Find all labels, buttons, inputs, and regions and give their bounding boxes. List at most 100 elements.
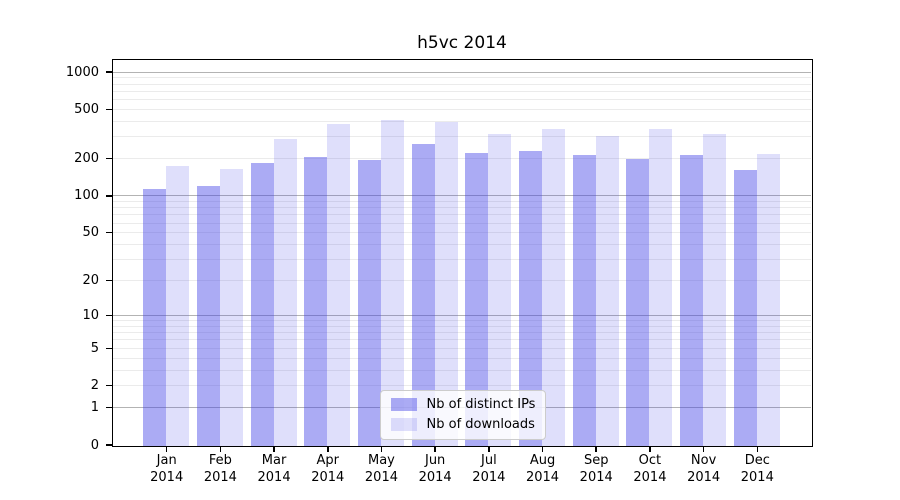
gridline-minor-60: [112, 222, 811, 224]
x-tick-label-sep: Sep 2014: [560, 453, 632, 486]
bar-downloads-mar: [273, 139, 297, 446]
gridline-minor-4: [112, 357, 811, 359]
gridline-minor-6: [112, 339, 811, 341]
gridline-minor-80: [112, 207, 811, 209]
x-tick-jun: [434, 446, 436, 452]
plot-area: Nb of distinct IPs Nb of downloads: [111, 58, 813, 447]
x-tick-year-apr: 2014: [311, 469, 345, 485]
y-tick-label-200: 200: [74, 151, 99, 167]
gridline-minor-700: [112, 90, 811, 92]
legend-item-distinct-ips: Nb of distinct IPs: [390, 396, 536, 412]
bar-distinct-ips-sep: [572, 154, 596, 446]
x-tick-month-sep: Sep: [583, 453, 609, 468]
bar-distinct-ips-oct: [626, 158, 650, 446]
gridline-major-100: [112, 195, 811, 197]
x-tick-label-nov: Nov 2014: [668, 453, 740, 486]
y-tick-20: [105, 279, 112, 282]
bar-downloads-may: [380, 119, 404, 446]
gridline-minor-900: [112, 77, 811, 79]
legend-label-distinct-ips: Nb of distinct IPs: [426, 396, 536, 412]
bar-distinct-ips-mar: [250, 163, 274, 446]
legend: Nb of distinct IPs Nb of downloads: [379, 389, 547, 440]
y-tick-label-1000: 1000: [65, 64, 99, 80]
x-tick-label-oct: Oct 2014: [614, 453, 686, 486]
gridline-major-1000: [112, 71, 811, 73]
y-tick-label-5: 5: [90, 340, 99, 356]
gridline-minor-200: [112, 158, 811, 160]
x-tick-label-mar: Mar 2014: [238, 453, 310, 486]
x-tick-label-feb: Feb 2014: [184, 453, 256, 486]
x-tick-month-may: May: [368, 453, 395, 468]
y-tick-0: [105, 444, 112, 446]
gridline-minor-40: [112, 244, 811, 246]
legend-label-downloads: Nb of downloads: [426, 416, 535, 432]
x-tick-may: [380, 446, 383, 452]
gridline-minor-2: [112, 385, 811, 387]
gridline-minor-9: [112, 320, 811, 322]
y-tick-1: [105, 406, 112, 409]
x-tick-jan: [165, 446, 168, 452]
x-tick-label-apr: Apr 2014: [292, 453, 364, 486]
x-tick-year-jun: 2014: [418, 469, 452, 485]
y-tick-10: [105, 314, 112, 317]
bar-downloads-aug: [542, 128, 566, 446]
y-tick-label-0: 0: [90, 437, 99, 453]
x-tick-label-jun: Jun 2014: [399, 453, 471, 486]
x-tick-year-may: 2014: [364, 469, 398, 485]
gridline-minor-50: [112, 232, 811, 234]
x-tick-aug: [541, 446, 544, 452]
bar-distinct-ips-aug: [519, 150, 543, 446]
gridline-minor-3: [112, 369, 811, 371]
gridline-minor-400: [112, 120, 811, 122]
bar-downloads-apr: [327, 124, 351, 446]
gridline-minor-70: [112, 214, 811, 216]
y-tick-label-500: 500: [74, 101, 99, 117]
y-tick-500: [105, 108, 112, 111]
bar-distinct-ips-feb: [196, 185, 220, 446]
bar-downloads-jun: [434, 122, 458, 446]
bar-downloads-feb: [219, 168, 243, 446]
x-tick-label-may: May 2014: [345, 453, 417, 486]
x-tick-label-jul: Jul 2014: [453, 453, 525, 486]
bar-downloads-jan: [166, 165, 190, 446]
x-tick-month-jun: Jun: [424, 453, 446, 468]
y-tick-2: [105, 384, 112, 387]
bar-downloads-dec: [756, 153, 780, 446]
x-tick-label-jan: Jan 2014: [131, 453, 203, 486]
x-tick-month-dec: Dec: [744, 453, 770, 468]
x-tick-label-dec: Dec 2014: [721, 453, 793, 486]
chart-title: h5vc 2014: [417, 33, 507, 53]
y-tick-label-100: 100: [74, 188, 99, 204]
x-tick-dec: [756, 446, 759, 452]
gridline-minor-7: [112, 332, 811, 334]
bar-distinct-ips-jan: [143, 188, 167, 446]
x-tick-month-aug: Aug: [529, 453, 556, 468]
x-tick-year-feb: 2014: [203, 469, 237, 485]
gridline-minor-8: [112, 325, 811, 327]
gridline-minor-300: [112, 136, 811, 138]
x-tick-nov: [702, 446, 705, 452]
bar-downloads-jul: [488, 133, 512, 446]
y-tick-label-50: 50: [82, 225, 99, 241]
x-tick-mar: [273, 446, 275, 452]
x-tick-year-oct: 2014: [633, 469, 667, 485]
bar-distinct-ips-jul: [465, 152, 489, 446]
gridline-minor-30: [112, 259, 811, 261]
x-tick-year-jan: 2014: [150, 469, 184, 485]
y-tick-1000: [105, 71, 112, 73]
legend-swatch-downloads: [390, 418, 417, 431]
bar-distinct-ips-jun: [411, 143, 435, 446]
bar-downloads-nov: [703, 133, 727, 446]
bar-distinct-ips-nov: [680, 155, 704, 446]
x-tick-feb: [219, 446, 222, 452]
x-tick-month-feb: Feb: [208, 453, 232, 468]
x-tick-jul: [488, 446, 490, 452]
x-tick-year-mar: 2014: [257, 469, 291, 485]
x-tick-month-jan: Jan: [156, 453, 177, 468]
legend-swatch-distinct-ips: [390, 398, 417, 411]
x-tick-sep: [595, 446, 597, 452]
legend-item-downloads: Nb of downloads: [390, 416, 536, 432]
y-tick-5: [105, 347, 112, 350]
x-tick-year-dec: 2014: [740, 469, 774, 485]
gridline-minor-5: [112, 347, 811, 349]
